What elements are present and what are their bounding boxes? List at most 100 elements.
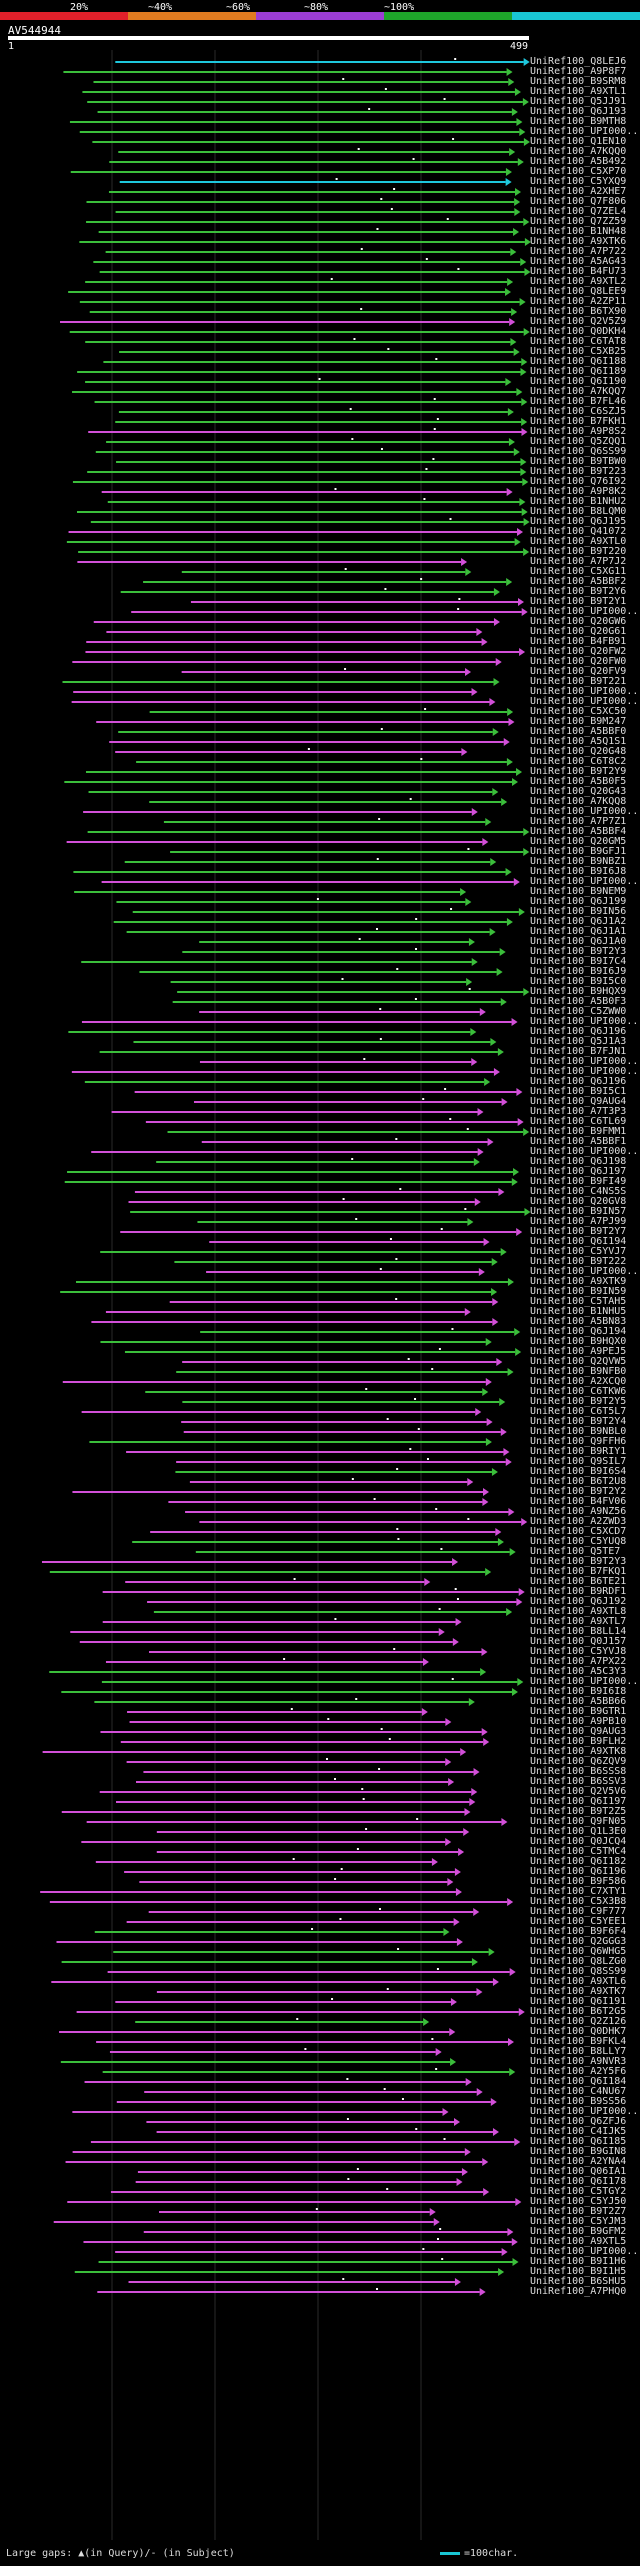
- hit-label[interactable]: UniRef100_B9T2Y7: [530, 1226, 627, 1237]
- hit-label[interactable]: UniRef100_B1NH48: [530, 226, 627, 237]
- hit-label[interactable]: UniRef100_B9T2Y6: [530, 586, 627, 597]
- hit-label[interactable]: UniRef100_Q0J157: [530, 1636, 627, 1647]
- hit-label[interactable]: UniRef100_C4IJK5: [530, 2126, 627, 2137]
- hit-label[interactable]: UniRef100_A7KQQ0: [530, 146, 627, 157]
- hit-label[interactable]: UniRef100_C5YEE1: [530, 1916, 627, 1927]
- hit-label[interactable]: UniRef100_C5YVJ8: [530, 1646, 627, 1657]
- hit-label[interactable]: UniRef100_B9T222: [530, 1256, 627, 1267]
- hit-label[interactable]: UniRef100_A5B0F5: [530, 776, 627, 787]
- hit-label[interactable]: UniRef100_B9I5C1: [530, 1086, 627, 1097]
- hit-label[interactable]: UniRef100_B4FU73: [530, 266, 627, 277]
- hit-label[interactable]: UniRef100_UPI000...: [530, 1266, 640, 1277]
- hit-label[interactable]: UniRef100_A5BB66: [530, 1696, 627, 1707]
- hit-label[interactable]: UniRef100_B9I5C0: [530, 976, 627, 987]
- hit-label[interactable]: UniRef100_Q20FW0: [530, 656, 627, 667]
- hit-label[interactable]: UniRef100_A9XTK9: [530, 1276, 627, 1287]
- hit-label[interactable]: UniRef100_Q6I194: [530, 1236, 627, 1247]
- hit-label[interactable]: UniRef100_A9NZ56: [530, 1506, 627, 1517]
- hit-label[interactable]: UniRef100_Q5JJ91: [530, 96, 627, 107]
- hit-label[interactable]: UniRef100_A2XHE7: [530, 186, 627, 197]
- hit-label[interactable]: UniRef100_B6T2U8: [530, 1476, 627, 1487]
- hit-label[interactable]: UniRef100_B7FKQ1: [530, 1566, 627, 1577]
- hit-label[interactable]: UniRef100_A9XTL7: [530, 1616, 627, 1627]
- hit-label[interactable]: UniRef100_Q6J1A2: [530, 916, 627, 927]
- hit-label[interactable]: UniRef100_B9T2Y5: [530, 1396, 627, 1407]
- hit-label[interactable]: UniRef100_B9FLH2: [530, 1736, 627, 1747]
- hit-label[interactable]: UniRef100_B9TBW0: [530, 456, 627, 467]
- hit-label[interactable]: UniRef100_UPI000...: [530, 686, 640, 697]
- hit-label[interactable]: UniRef100_Q6J196: [530, 1076, 627, 1087]
- hit-label[interactable]: UniRef100_B1NHU5: [530, 1306, 627, 1317]
- hit-label[interactable]: UniRef100_Q06IA1: [530, 2166, 627, 2177]
- hit-label[interactable]: UniRef100_A5BBF0: [530, 726, 627, 737]
- hit-label[interactable]: UniRef100_C4NS5S: [530, 1186, 627, 1197]
- hit-label[interactable]: UniRef100_Q20GW6: [530, 616, 627, 627]
- hit-label[interactable]: UniRef100_B7FL46: [530, 396, 627, 407]
- hit-label[interactable]: UniRef100_UPI000...: [530, 1146, 640, 1157]
- hit-label[interactable]: UniRef100_B9GIN8: [530, 2146, 627, 2157]
- hit-label[interactable]: UniRef100_B9I6J8: [530, 866, 627, 877]
- hit-label[interactable]: UniRef100_C4NU67: [530, 2086, 627, 2097]
- hit-label[interactable]: UniRef100_A5BBF2: [530, 576, 627, 587]
- hit-label[interactable]: UniRef100_B9T2Y2: [530, 1486, 627, 1497]
- hit-label[interactable]: UniRef100_A2YNA4: [530, 2156, 627, 2167]
- hit-label[interactable]: UniRef100_B6SSS8: [530, 1766, 627, 1777]
- hit-label[interactable]: UniRef100_UPI000...: [530, 876, 640, 887]
- hit-label[interactable]: UniRef100_Q0DKH4: [530, 326, 627, 337]
- hit-label[interactable]: UniRef100_Q6WHG5: [530, 1946, 627, 1957]
- hit-label[interactable]: UniRef100_C5X3B8: [530, 1896, 627, 1907]
- hit-label[interactable]: UniRef100_Q9SIL7: [530, 1456, 627, 1467]
- hit-label[interactable]: UniRef100_B4FB91: [530, 636, 627, 647]
- hit-label[interactable]: UniRef100_B9IN57: [530, 1206, 627, 1217]
- hit-label[interactable]: UniRef100_B9I1H6: [530, 2256, 627, 2267]
- hit-label[interactable]: UniRef100_Q6J196: [530, 1026, 627, 1037]
- hit-label[interactable]: UniRef100_A2Y5F6: [530, 2066, 627, 2077]
- hit-label[interactable]: UniRef100_C5YXQ9: [530, 176, 627, 187]
- hit-label[interactable]: UniRef100_B9SS56: [530, 2096, 627, 2107]
- hit-label[interactable]: UniRef100_Q20G43: [530, 786, 627, 797]
- hit-label[interactable]: UniRef100_B8LQM0: [530, 506, 627, 517]
- hit-label[interactable]: UniRef100_B9T2Z5: [530, 1806, 627, 1817]
- hit-label[interactable]: UniRef100_B9T2Y3: [530, 1556, 627, 1567]
- hit-label[interactable]: UniRef100_C6TAT8: [530, 336, 627, 347]
- hit-label[interactable]: UniRef100_B9GTR1: [530, 1706, 627, 1717]
- hit-label[interactable]: UniRef100_A9XTL6: [530, 1976, 627, 1987]
- hit-label[interactable]: UniRef100_Q9FFH6: [530, 1436, 627, 1447]
- hit-label[interactable]: UniRef100_C5YVJ7: [530, 1246, 627, 1257]
- hit-label[interactable]: UniRef100_Q5J1A3: [530, 1036, 627, 1047]
- hit-label[interactable]: UniRef100_B8LLY7: [530, 2046, 627, 2057]
- hit-label[interactable]: UniRef100_A7PHQ0: [530, 2286, 627, 2297]
- hit-label[interactable]: UniRef100_A9XTK8: [530, 1746, 627, 1757]
- hit-label[interactable]: UniRef100_Q5ZQQ1: [530, 436, 627, 447]
- hit-label[interactable]: UniRef100_A5AG43: [530, 256, 627, 267]
- hit-label[interactable]: UniRef100_Q6I190: [530, 376, 627, 387]
- hit-label[interactable]: UniRef100_Q6ZFJ6: [530, 2116, 627, 2127]
- hit-label[interactable]: UniRef100_Q2V5V6: [530, 1786, 627, 1797]
- hit-label[interactable]: UniRef100_Q20GM5: [530, 836, 627, 847]
- hit-label[interactable]: UniRef100_A9PEJ5: [530, 1346, 627, 1357]
- hit-label[interactable]: UniRef100_B9T220: [530, 546, 627, 557]
- hit-label[interactable]: UniRef100_B9T2Y9: [530, 766, 627, 777]
- hit-label[interactable]: UniRef100_A9XTK6: [530, 236, 627, 247]
- hit-label[interactable]: UniRef100_A9XTL2: [530, 276, 627, 287]
- hit-label[interactable]: UniRef100_B9T2Y4: [530, 1416, 627, 1427]
- hit-label[interactable]: UniRef100_B6T2G5: [530, 2006, 627, 2017]
- hit-label[interactable]: UniRef100_Q6I178: [530, 2176, 627, 2187]
- hit-label[interactable]: UniRef100_C6T8C2: [530, 756, 627, 767]
- hit-label[interactable]: UniRef100_Q6J192: [530, 1596, 627, 1607]
- hit-label[interactable]: UniRef100_B9I6I8: [530, 1686, 627, 1697]
- hit-label[interactable]: UniRef100_UPI000...: [530, 2246, 640, 2257]
- hit-label[interactable]: UniRef100_UPI000...: [530, 606, 640, 617]
- hit-label[interactable]: UniRef100_A7P7J2: [530, 556, 627, 567]
- hit-label[interactable]: UniRef100_Q20G61: [530, 626, 627, 637]
- hit-label[interactable]: UniRef100_A5B0F3: [530, 996, 627, 1007]
- hit-label[interactable]: UniRef100_Q6J195: [530, 516, 627, 527]
- hit-label[interactable]: UniRef100_B9M247: [530, 716, 627, 727]
- hit-label[interactable]: UniRef100_B9NBL0: [530, 1426, 627, 1437]
- hit-label[interactable]: UniRef100_Q41072: [530, 526, 627, 537]
- hit-label[interactable]: UniRef100_B1NHU2: [530, 496, 627, 507]
- hit-label[interactable]: UniRef100_C5YUQ8: [530, 1536, 627, 1547]
- hit-label[interactable]: UniRef100_B9SRM8: [530, 76, 627, 87]
- hit-label[interactable]: UniRef100_Q2Z126: [530, 2016, 627, 2027]
- hit-label[interactable]: UniRef100_Q6J198: [530, 1156, 627, 1167]
